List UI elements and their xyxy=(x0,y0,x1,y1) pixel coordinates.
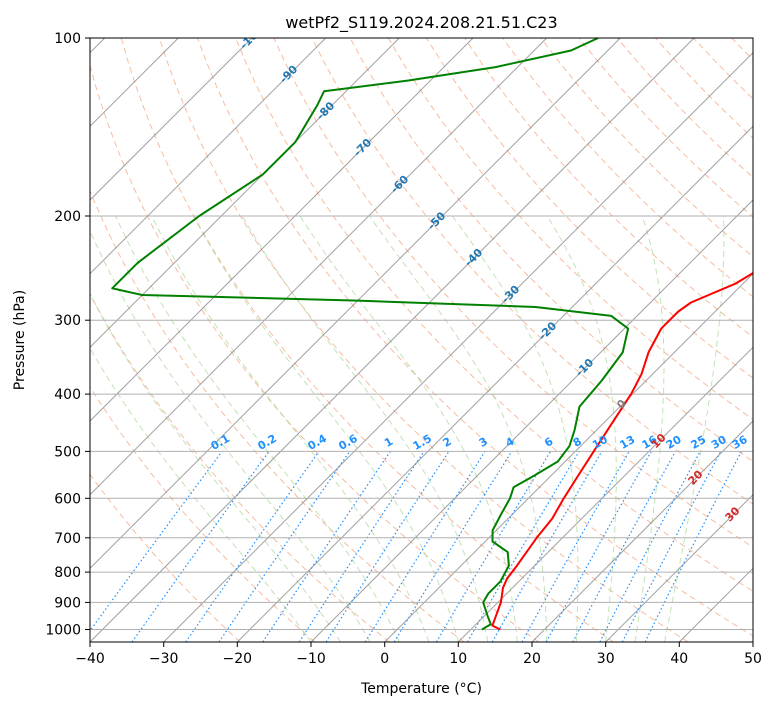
moist-adiabat-line xyxy=(90,347,312,642)
x-tick-label: 10 xyxy=(449,651,467,667)
isotherm-line xyxy=(384,272,753,642)
x-tick-label: −30 xyxy=(149,651,179,667)
dewpoint-line xyxy=(111,38,630,631)
x-tick-label: 40 xyxy=(670,651,688,667)
background-lines xyxy=(90,38,753,642)
mixing-ratio-line xyxy=(545,451,652,642)
y-tick-label: 900 xyxy=(54,595,81,611)
axes: −40 −30 −20 −10 0 10 20 30 40 50 1000 900 800 700 600 5… xyxy=(45,31,762,667)
plot-background xyxy=(90,38,753,642)
dry-adiabat-line xyxy=(235,38,753,592)
y-tick-label: 400 xyxy=(54,387,81,403)
chart-title: wetPf2_S119.2024.208.21.51.C23 xyxy=(285,13,557,33)
isotherm-line xyxy=(236,125,753,642)
x-tick-label: −40 xyxy=(75,651,105,667)
mixing-ratio-line xyxy=(262,451,391,642)
y-tick-label: 600 xyxy=(54,491,81,507)
y-tick-label: 700 xyxy=(54,531,81,547)
y-tick-label: 300 xyxy=(54,313,81,329)
mixing-ratio-line xyxy=(185,451,320,642)
x-tick-label: 0 xyxy=(380,651,389,667)
x-tick-label: −20 xyxy=(223,651,253,667)
isotherm-line xyxy=(90,38,695,642)
moist-adiabat-line xyxy=(634,215,665,642)
dry-adiabat-line xyxy=(90,189,465,642)
y-tick-label: 800 xyxy=(54,565,81,581)
moist-adiabat-line xyxy=(546,215,617,642)
y-tick-label: 500 xyxy=(54,444,81,460)
isotherm-line xyxy=(90,38,548,496)
dry-adiabat-line xyxy=(158,38,689,642)
moist-adiabat-line xyxy=(115,215,400,642)
x-tick-label: 50 xyxy=(744,651,762,667)
mixing-ratio-line xyxy=(621,451,722,642)
mixing-ratio-line xyxy=(90,451,223,632)
dry-adiabat-line xyxy=(425,38,753,379)
dry-adiabat-line xyxy=(311,38,753,505)
dry-adiabat-line xyxy=(387,38,753,421)
isotherm-line xyxy=(310,199,753,642)
isotherm-line xyxy=(605,493,753,642)
x-tick-label: 20 xyxy=(523,651,541,667)
dry-adiabat-line xyxy=(90,385,316,642)
moist-adiabat-line xyxy=(192,215,459,642)
mixing-ratio-line xyxy=(521,451,630,642)
dry-adiabat-line xyxy=(273,38,753,548)
moist-adiabat-line xyxy=(664,215,725,642)
moist-adiabat-line xyxy=(368,215,548,642)
temperature-line xyxy=(491,271,753,631)
x-axis-title: Temperature (°C) xyxy=(360,681,482,697)
dry-adiabat-line xyxy=(502,38,753,298)
x-tick-label: 30 xyxy=(597,651,615,667)
mixing-ratio-line xyxy=(644,451,743,642)
isotherm-line xyxy=(163,51,753,642)
dry-adiabat-line xyxy=(90,292,390,642)
isotherm-line xyxy=(90,38,621,570)
isotherm-line xyxy=(90,38,327,275)
mixing-ratio-line xyxy=(298,451,425,642)
y-axis-title: Pressure (hPa) xyxy=(12,290,28,390)
moist-adiabat-line xyxy=(151,215,430,642)
y-tick-label: 1000 xyxy=(45,623,81,639)
mixing-ratio-line xyxy=(325,451,450,642)
dry-adiabat-line xyxy=(464,38,753,338)
moist-adiabat-line xyxy=(90,292,341,642)
isotherm-line xyxy=(531,420,753,642)
isotherm-line xyxy=(90,38,400,349)
x-tick-label: −10 xyxy=(296,651,326,667)
dry-adiabat-line xyxy=(120,38,614,642)
isotherm-line xyxy=(90,38,474,422)
dry-adiabat-line xyxy=(90,63,540,642)
dry-adiabat-line xyxy=(90,473,241,642)
isotherm-line xyxy=(457,346,753,642)
mixing-ratio-line xyxy=(218,451,351,642)
sounding-series xyxy=(111,38,753,631)
y-tick-label: 100 xyxy=(54,31,81,47)
moist-adiabat-line xyxy=(451,215,579,642)
mixing-ratio-line xyxy=(572,451,677,642)
plot-frame xyxy=(89,37,754,643)
mixing-ratio-line xyxy=(393,451,513,642)
dry-adiabat-line xyxy=(349,38,753,463)
mixing-ratio-line xyxy=(131,451,270,642)
isotherm-line xyxy=(90,38,253,201)
y-tick-label: 200 xyxy=(54,209,81,225)
